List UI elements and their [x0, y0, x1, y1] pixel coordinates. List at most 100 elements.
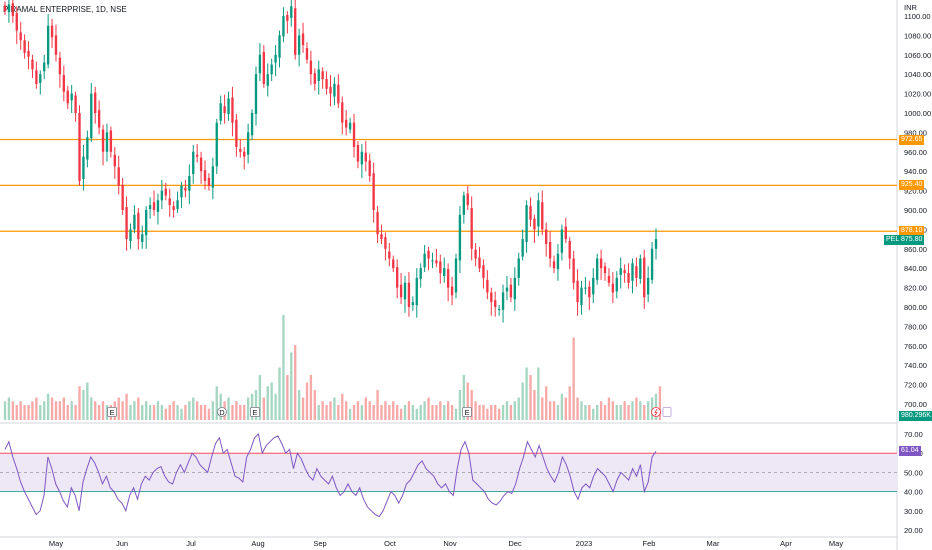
- volume-bar: [419, 405, 422, 420]
- candle: [254, 66, 258, 126]
- candle-body: [650, 248, 654, 280]
- candle-body: [517, 258, 520, 278]
- time-axis-label: Apr: [780, 539, 792, 548]
- candle-body: [529, 206, 532, 220]
- volume-bar: [15, 405, 18, 420]
- candle-body: [74, 95, 77, 113]
- volume-bar: [50, 397, 54, 420]
- candle-body: [11, 3, 15, 16]
- volume-bar: [474, 401, 477, 420]
- volume-bar: [603, 405, 607, 420]
- volume-bar: [301, 397, 305, 420]
- candle-body: [615, 277, 618, 292]
- candle: [62, 65, 66, 102]
- candle: [199, 151, 203, 184]
- candle: [286, 11, 289, 34]
- volume-bar: [368, 401, 371, 420]
- candle: [403, 275, 407, 313]
- candle-body: [525, 205, 528, 243]
- earnings-marker[interactable]: E: [107, 407, 117, 418]
- candle: [305, 42, 309, 64]
- volume-bar: [635, 397, 638, 420]
- candle-body: [329, 86, 332, 94]
- price-tick-label: 1060.00: [904, 51, 931, 60]
- volume-bar: [654, 393, 658, 420]
- candle-body: [643, 257, 646, 298]
- price-tick-label: 840.00: [904, 264, 927, 273]
- candle: [364, 141, 367, 172]
- volume-bar: [533, 390, 536, 420]
- candle-body: [274, 54, 277, 63]
- volume-bars: [3, 315, 662, 420]
- candle-body: [474, 249, 477, 259]
- candle: [392, 255, 395, 273]
- candle-body: [490, 292, 493, 303]
- volume-bar: [364, 397, 367, 420]
- volume-bar: [505, 401, 509, 420]
- candle: [376, 206, 379, 243]
- candle-body: [325, 79, 328, 89]
- candle: [66, 85, 69, 110]
- candle-body: [286, 15, 289, 21]
- candle: [31, 54, 34, 79]
- candle-body: [388, 251, 391, 259]
- candle: [148, 197, 152, 219]
- rsi-tick-label: 20.00: [904, 526, 923, 535]
- candle-body: [588, 286, 591, 298]
- candle: [360, 144, 364, 178]
- candle: [109, 126, 113, 158]
- candle: [258, 43, 262, 81]
- price-tick-label: 800.00: [904, 303, 927, 312]
- candle-body: [317, 69, 320, 81]
- volume-bar: [254, 390, 258, 420]
- candle-body: [184, 187, 187, 191]
- candle: [219, 95, 222, 125]
- candle: [384, 232, 387, 261]
- time-axis-label: May: [829, 539, 843, 548]
- candle: [517, 252, 520, 286]
- candle: [545, 222, 548, 257]
- price-tick-label: 720.00: [904, 381, 927, 390]
- candle-body: [227, 98, 230, 114]
- volume-bar: [195, 401, 199, 420]
- candle: [156, 193, 160, 225]
- candle-body: [599, 258, 603, 269]
- volume-bar: [427, 397, 430, 420]
- earnings-marker[interactable]: E: [462, 407, 472, 418]
- level-price-tag: 925.40: [899, 180, 925, 191]
- candle-body: [482, 265, 485, 278]
- candle-body: [141, 234, 144, 243]
- candle: [184, 179, 187, 198]
- candle: [478, 246, 481, 273]
- candle: [533, 214, 536, 243]
- candle: [145, 206, 148, 249]
- candle-body: [133, 214, 136, 230]
- volume-bar: [588, 405, 591, 420]
- candle-body: [172, 206, 175, 210]
- earnings-marker[interactable]: E: [250, 407, 260, 418]
- candle-body: [537, 200, 540, 227]
- candle-body: [58, 57, 62, 75]
- volume-bar: [199, 405, 203, 420]
- candle: [337, 74, 340, 109]
- volume-bar: [380, 405, 383, 420]
- marker-letter: D: [219, 408, 225, 417]
- volume-bar: [478, 405, 481, 420]
- candle-body: [415, 277, 418, 306]
- candlesticks[interactable]: [3, 0, 658, 323]
- candle: [521, 229, 524, 261]
- volume-bar: [82, 390, 85, 420]
- candle-body: [62, 75, 66, 92]
- volume-bar: [129, 405, 132, 420]
- candle: [603, 262, 607, 281]
- candle: [592, 268, 595, 304]
- candle: [388, 242, 391, 267]
- earnings-marker[interactable]: D: [217, 407, 227, 418]
- candle-body: [305, 48, 309, 60]
- volume-bar: [599, 401, 603, 420]
- candle-body: [341, 102, 344, 123]
- candle: [246, 123, 250, 164]
- horizontal-levels[interactable]: [0, 138, 897, 232]
